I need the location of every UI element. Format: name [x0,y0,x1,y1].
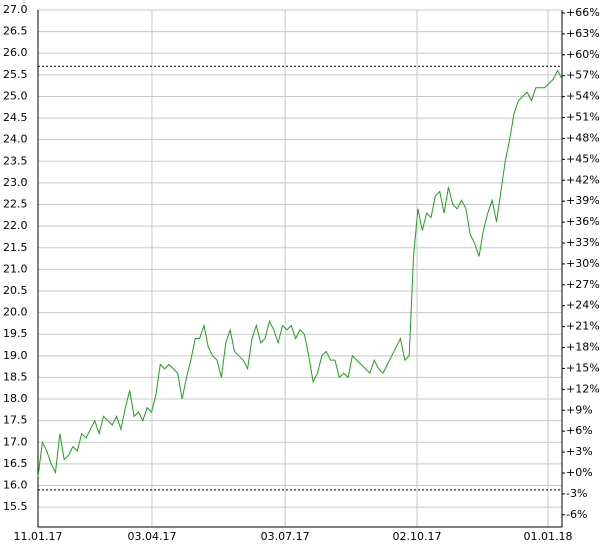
y-tick-label: 23.0 [3,176,28,189]
y2-tick-label: +6% [566,424,593,437]
y-tick-label: 20.5 [3,284,28,297]
y-tick-label: 19.0 [3,349,28,362]
y-tick-label: 23.5 [3,154,28,167]
y-tick-label: 25.0 [3,89,28,102]
y2-tick-label: +0% [566,466,593,479]
y-tick-label: 21.0 [3,262,28,275]
y2-tick-label: -6% [566,508,587,521]
y2-tick-label: -3% [566,487,587,500]
y-tick-label: 26.5 [3,25,28,38]
y-tick-label: 24.5 [3,111,28,124]
y-tick-label: 18.5 [3,370,28,383]
y2-tick-label: +66% [566,6,600,19]
y2-tick-label: +36% [566,215,600,228]
y-tick-label: 15.5 [3,500,28,513]
y2-tick-label: +15% [566,361,600,374]
y-tick-label: 22.0 [3,219,28,232]
y-tick-label: 22.5 [3,198,28,211]
y-tick-label: 19.5 [3,327,28,340]
y2-tick-label: +27% [566,278,600,291]
y-tick-label: 17.0 [3,435,28,448]
y2-tick-label: +63% [566,27,600,40]
y-tick-label: 18.0 [3,392,28,405]
y2-tick-label: +21% [566,320,600,333]
y2-tick-label: +54% [566,90,600,103]
x-tick-label: 01.01.18 [524,530,573,543]
x-tick-label: 03.04.17 [127,530,176,543]
y-tick-label: 16.5 [3,457,28,470]
y-tick-label: 26.0 [3,46,28,59]
y-tick-label: 24.0 [3,133,28,146]
y-tick-label: 27.0 [3,3,28,16]
y2-tick-label: +9% [566,403,593,416]
y-tick-label: 16.0 [3,479,28,492]
price-line [37,69,563,477]
y2-tick-label: +39% [566,194,600,207]
y2-tick-label: +30% [566,257,600,270]
y2-tick-label: +60% [566,48,600,61]
y2-tick-label: +42% [566,173,600,186]
x-tick-label: 02.10.17 [393,530,442,543]
y-tick-label: 20.0 [3,306,28,319]
y2-tick-label: +33% [566,236,600,249]
x-tick-label: 03.07.17 [261,530,310,543]
y2-tick-label: +48% [566,131,600,144]
y2-tick-label: +12% [566,382,600,395]
y2-tick-label: +57% [566,69,600,82]
x-tick-label: 11.01.17 [14,530,63,543]
y2-tick-label: +3% [566,445,593,458]
y2-tick-label: +51% [566,111,600,124]
y-tick-label: 17.5 [3,414,28,427]
y-tick-label: 25.5 [3,68,28,81]
y2-tick-label: +24% [566,299,600,312]
y2-tick-label: +45% [566,152,600,165]
y2-tick-label: +18% [566,341,600,354]
y-tick-label: 21.5 [3,241,28,254]
